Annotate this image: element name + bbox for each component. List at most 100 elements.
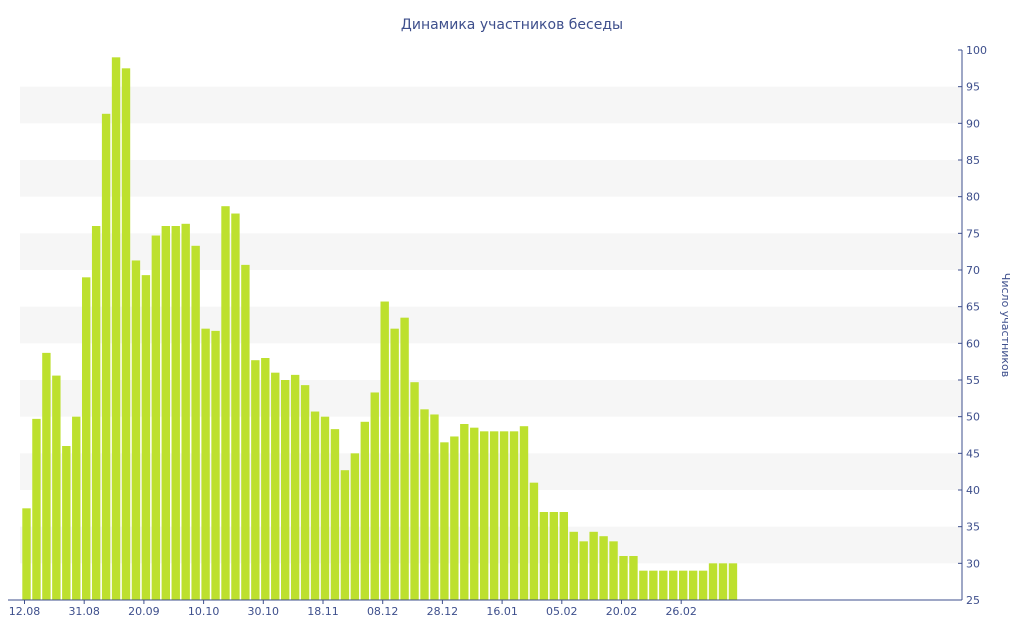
x-tick-label: 20.09: [128, 605, 160, 618]
bar: [340, 470, 350, 600]
bar: [72, 416, 81, 600]
bar: [529, 482, 539, 600]
bar: [380, 301, 389, 600]
bar: [420, 409, 429, 600]
y-tick-label: 40: [966, 484, 980, 497]
y-tick-label: 90: [966, 117, 980, 130]
bar: [161, 226, 170, 600]
bar: [42, 352, 51, 600]
bar: [390, 328, 399, 600]
bar: [191, 245, 200, 601]
x-tick-label: 05.02: [546, 605, 578, 618]
y-tick-label: 25: [966, 594, 980, 607]
bar: [480, 431, 489, 600]
x-tick-label: 28.12: [427, 605, 459, 618]
y-tick-label: 70: [966, 264, 980, 277]
bar: [539, 512, 549, 600]
bar: [360, 421, 369, 600]
bar: [241, 264, 250, 600]
bar: [211, 330, 220, 600]
grid-band: [20, 233, 962, 270]
bar: [460, 424, 469, 600]
bar: [231, 213, 240, 600]
bar: [151, 235, 161, 600]
y-tick-label: 50: [966, 411, 980, 424]
bar: [440, 442, 449, 600]
bar: [649, 570, 658, 600]
bar: [609, 541, 618, 600]
bar: [549, 512, 559, 600]
grid-band: [20, 160, 962, 197]
bar: [599, 536, 608, 600]
bar: [370, 392, 379, 600]
x-tick-label: 10.10: [188, 605, 220, 618]
bar: [330, 429, 340, 600]
bar: [181, 223, 190, 601]
bar: [579, 541, 588, 600]
y-tick-label: 45: [966, 447, 980, 460]
bar: [62, 446, 71, 600]
bar: [410, 382, 419, 600]
bar: [629, 556, 638, 600]
bar: [688, 570, 698, 600]
y-tick-label: 65: [966, 301, 980, 314]
bar: [728, 563, 738, 600]
bar: [91, 226, 101, 600]
bar: [82, 277, 91, 600]
bar: [639, 570, 648, 600]
bar: [350, 453, 360, 600]
bar: [310, 411, 320, 600]
y-tick-label: 75: [966, 227, 980, 240]
bar: [509, 431, 519, 600]
bar: [619, 556, 628, 600]
bar: [659, 570, 668, 600]
x-tick-label: 31.08: [68, 605, 100, 618]
bar: [569, 531, 578, 600]
bar: [261, 358, 270, 600]
bar: [470, 427, 479, 600]
bar: [669, 570, 678, 600]
bar: [281, 380, 290, 600]
grid-band: [20, 306, 962, 344]
bar: [679, 570, 688, 600]
y-axis-title: Число участников: [999, 273, 1012, 377]
bar: [300, 385, 310, 600]
bar: [201, 328, 210, 600]
bar: [32, 418, 41, 600]
x-axis: 12.08 31.08 20.09 10.10 30.10 18.11 08.12 28.12…: [8, 599, 962, 618]
grid-band: [20, 380, 962, 417]
y-tick-label: 95: [966, 81, 980, 94]
x-tick-label: 18.11: [307, 605, 339, 618]
y-tick-label: 30: [966, 557, 980, 570]
bar: [698, 570, 708, 600]
x-tick-label: 26.02: [665, 605, 697, 618]
bar: [141, 275, 151, 600]
bar: [450, 436, 459, 600]
bar: [708, 563, 718, 600]
x-tick-label: 20.02: [606, 605, 638, 618]
y-tick-label: 100: [966, 44, 987, 57]
y-tick-label: 55: [966, 374, 980, 387]
bar: [22, 508, 31, 600]
bar: [430, 414, 439, 600]
bar: [221, 206, 230, 600]
y-tick-label: 60: [966, 337, 980, 350]
bar: [121, 68, 131, 600]
bar: [111, 57, 121, 600]
y-axis: 25 30 35 40 45 50 55 60 65 70 75 80 85 90 95 100: [958, 44, 987, 607]
bar: [718, 563, 728, 600]
y-tick-label: 85: [966, 154, 980, 167]
x-tick-label: 12.08: [9, 605, 41, 618]
bar: [271, 372, 280, 600]
bar: [251, 360, 260, 600]
bar: [559, 512, 568, 600]
bars: [22, 57, 738, 601]
bar: [589, 531, 598, 600]
bar: [131, 260, 141, 600]
x-tick-label: 08.12: [367, 605, 399, 618]
bar: [489, 431, 499, 600]
chart-title: Динамика участников беседы: [401, 17, 623, 33]
bar: [400, 317, 409, 600]
y-tick-label: 35: [966, 521, 980, 534]
